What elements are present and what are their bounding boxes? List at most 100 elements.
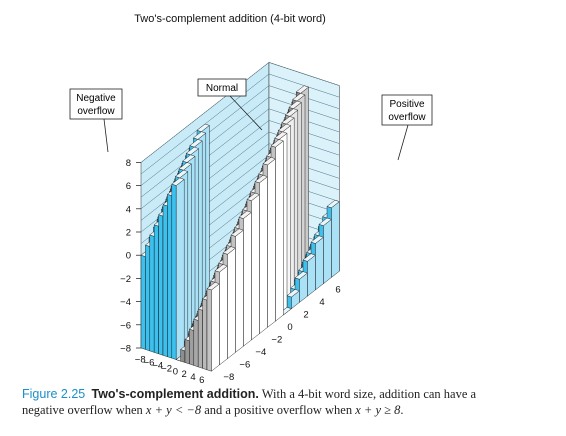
z-tick-label: 2 xyxy=(126,228,131,239)
bar-x7-y2-front xyxy=(286,295,292,310)
figure-caption: Figure 2.25 Two's-complement addition. W… xyxy=(22,386,552,418)
bar-x7-y6-top xyxy=(318,217,332,226)
positive-label-l1: Positive xyxy=(389,99,424,110)
z-tick-label: 0 xyxy=(126,251,131,262)
bar-x-1-y-8-front xyxy=(171,183,177,360)
positive-label-l2: overflow xyxy=(388,112,426,123)
bar-x7-y-2-top xyxy=(254,174,268,184)
bar-x7-y-8-front xyxy=(206,288,212,372)
y-tick-label: −2 xyxy=(271,335,282,346)
caption-line2c: . xyxy=(400,403,404,417)
bar-x7-y-4-side xyxy=(243,211,252,347)
bar-x7-y2-top xyxy=(286,289,300,298)
bar-x5-y2-top xyxy=(277,123,292,133)
bar-x2-y-8-front xyxy=(184,338,190,365)
bar-x7-y-3-side xyxy=(251,194,260,341)
bar-x1-y6-top xyxy=(292,93,306,102)
caption-line2b: and a positive overflow when xyxy=(201,403,356,417)
z-tick-label: −4 xyxy=(120,297,131,308)
caption-line1: With a 4-bit word size, addition can hav… xyxy=(261,387,477,401)
normal-pointer xyxy=(229,95,263,131)
bar-x1-y-8-front xyxy=(180,349,186,363)
bar-x7-y-7-top xyxy=(214,264,228,273)
bar-x-3-y-6-top xyxy=(178,162,192,171)
bar-x6-y-8-front xyxy=(202,298,208,371)
bar-x4-y3-top xyxy=(281,116,295,125)
x-tick-label: −4 xyxy=(152,361,163,372)
bar-x2-y5-top xyxy=(288,100,302,109)
y-tick-label: −6 xyxy=(239,360,250,371)
bar-x-3-y-8-front xyxy=(162,204,168,358)
bar-x7-y4-side xyxy=(307,254,316,297)
back-wall-gridline xyxy=(268,62,340,86)
normal-callout: Normal xyxy=(197,78,263,131)
x-tick-label: −8 xyxy=(135,355,146,366)
bar-x7-y-1-side xyxy=(267,158,276,328)
bar-x7-y0-side xyxy=(275,140,284,322)
bar-x7-y7-top xyxy=(326,199,340,209)
z-tick-label: −8 xyxy=(120,344,131,355)
bar-x3-y4-top xyxy=(284,108,299,117)
bar-x-4-y-8-front xyxy=(158,214,164,356)
bar-x-5-y-8-front xyxy=(153,224,159,355)
bar-x7-y-2-side xyxy=(259,176,268,335)
bar-x-6-y-3-top xyxy=(189,139,203,148)
bar-x7-y-5-top xyxy=(230,228,244,237)
bar-x-1-y-8-side xyxy=(175,178,185,361)
bar-x6-y1-top xyxy=(274,131,288,140)
y-tick-label: 4 xyxy=(319,297,324,308)
bar-x7-y5-top xyxy=(310,235,324,244)
bar-x3-y-8-front xyxy=(189,328,195,366)
bar-x-5-y-4-top xyxy=(185,146,200,156)
bar-x7-y3-top xyxy=(294,271,308,280)
caption-cond1: x + y < −8 xyxy=(145,403,202,417)
y-tick-label: 0 xyxy=(287,322,292,333)
bar-x-2-y-7-top xyxy=(174,169,189,179)
caption-title: Two's-complement addition. xyxy=(91,387,259,401)
negative-pointer xyxy=(103,118,109,153)
negative-label-l2: overflow xyxy=(77,106,115,117)
negative-label-l1: Negative xyxy=(76,93,116,104)
y-tick-label: −8 xyxy=(223,372,234,383)
bar-x7-y-8-side xyxy=(211,283,220,372)
bar-x7-y-6-side xyxy=(227,247,236,360)
negative-overflow-callout: Negative overflow xyxy=(69,88,123,153)
chart-title: Two's-complement addition (4-bit word) xyxy=(134,13,326,25)
y-tick-label: 6 xyxy=(335,285,340,296)
bar-x7-y-1-top xyxy=(262,157,276,166)
y-tick-label: −4 xyxy=(255,347,266,358)
caption-number: Figure 2.25 xyxy=(22,387,86,401)
caption-line2a: negative overflow when xyxy=(22,403,146,417)
bar-x5-y-8-front xyxy=(197,308,203,369)
caption-cond2: x + y ≥ 8 xyxy=(355,403,401,417)
x-tick-label: 6 xyxy=(199,375,204,386)
y-tick-label: 2 xyxy=(303,310,308,321)
bar-x7-y0-top xyxy=(270,139,284,148)
bar-x7-y-5-side xyxy=(235,229,244,353)
x-tick-label: −6 xyxy=(144,358,155,369)
bar-x7-y7-side xyxy=(331,201,340,278)
bar-x7-y-4-top xyxy=(238,210,252,219)
left-wall-gridline xyxy=(140,62,270,163)
bar-x-8-y-1-top xyxy=(196,123,210,132)
bar-x7-y-8-top xyxy=(206,282,220,291)
z-tick-label: 8 xyxy=(126,158,131,169)
bar-x-7-y-8-front xyxy=(145,244,151,352)
x-tick-label: 0 xyxy=(173,366,178,377)
bar-x-7-y-2-top xyxy=(192,131,207,140)
normal-label: Normal xyxy=(206,83,238,94)
bar-x4-y-8-front xyxy=(193,318,199,368)
bar-x-2-y-8-front xyxy=(167,193,173,359)
chart-bars xyxy=(140,85,340,372)
bar-x7-y-6-top xyxy=(222,246,236,255)
bar-x7-y6-side xyxy=(323,218,332,285)
bar-x7-y-7-side xyxy=(219,265,228,366)
x-tick-label: −2 xyxy=(161,363,172,374)
z-tick-label: −2 xyxy=(120,274,131,285)
positive-pointer xyxy=(397,124,409,161)
positive-overflow-callout: Positive overflow xyxy=(381,94,433,161)
z-tick-label: 4 xyxy=(126,204,131,215)
bar-x-1-y-8-top xyxy=(171,177,185,186)
